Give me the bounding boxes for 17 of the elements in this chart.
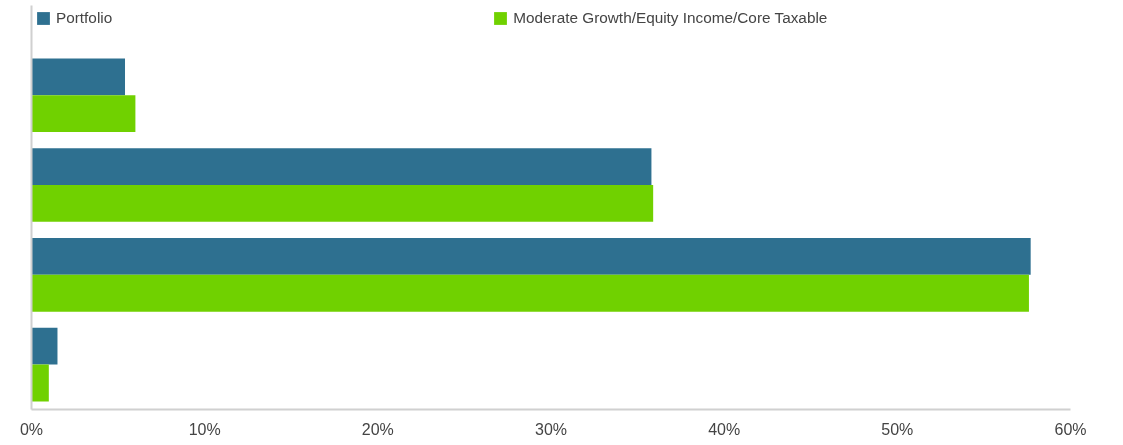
x-tick-label: 50% — [881, 420, 914, 438]
bar — [31, 238, 1031, 275]
bar — [31, 58, 126, 96]
bar — [31, 364, 49, 402]
legend-label: Moderate Growth/Equity Income/Core Taxable — [513, 9, 828, 27]
x-tick-label: 60% — [1054, 420, 1087, 438]
x-tick-label: 0% — [19, 420, 44, 438]
bar — [31, 148, 652, 186]
bar — [31, 95, 136, 133]
x-tick-label: 30% — [534, 420, 568, 438]
x-tick-label: 40% — [708, 420, 741, 438]
legend-label: Portfolio — [56, 9, 113, 27]
x-tick-label: 10% — [188, 420, 221, 438]
bar — [31, 185, 654, 222]
x-tick-label: 20% — [361, 420, 394, 438]
bar — [31, 327, 58, 365]
bar — [31, 274, 1029, 312]
